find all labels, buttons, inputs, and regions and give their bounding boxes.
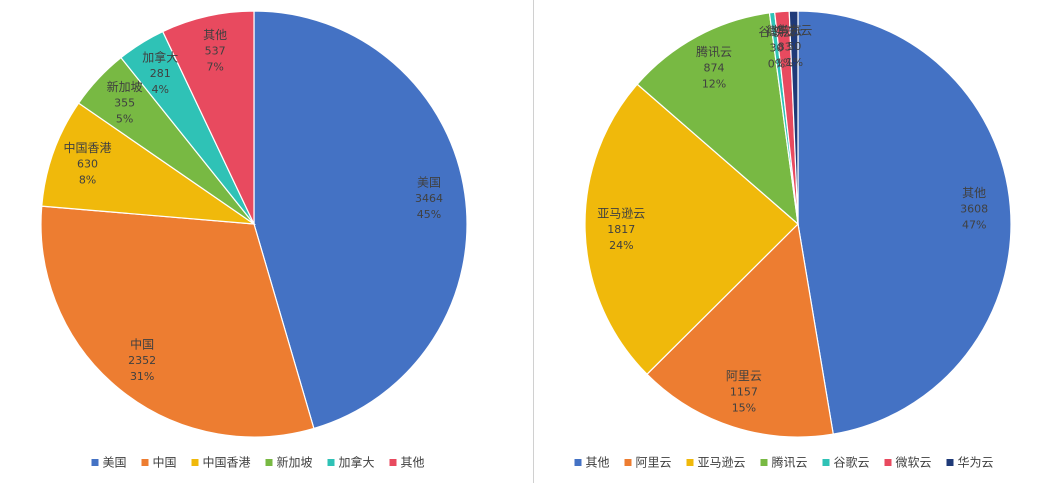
legend-label: 美国 xyxy=(103,456,127,470)
chart-panel: 其他 3608 47% 阿里云 1157 15% 亚马逊云 1817 24% 腾讯云 874 12% 谷… xyxy=(537,0,1046,483)
pie-slice xyxy=(41,102,257,225)
legend-swatch xyxy=(884,459,892,466)
data-label-value: 50 xyxy=(787,40,801,53)
pie-slice xyxy=(161,10,255,225)
pie-slice xyxy=(646,222,834,438)
legend-swatch xyxy=(760,459,768,466)
data-label-value: 3608 xyxy=(960,202,988,215)
legend-swatch xyxy=(624,459,632,466)
data-label-name: 中国香港 xyxy=(64,140,112,155)
legend-label: 华为云 xyxy=(958,456,994,470)
legend-swatch xyxy=(327,459,335,466)
legend-swatch xyxy=(141,459,149,466)
data-label-percent: 0% xyxy=(768,58,785,71)
legend-swatch xyxy=(822,459,830,466)
data-label-value: 30 xyxy=(769,42,783,55)
data-label-value: 83 xyxy=(778,41,792,54)
data-label-name: 美国 xyxy=(417,175,441,189)
data-label-percent: 1% xyxy=(786,56,803,69)
legend-label: 阿里云 xyxy=(636,456,672,470)
legend-swatch xyxy=(191,459,199,466)
data-label-name: 其他 xyxy=(203,28,227,42)
data-label-percent: 7% xyxy=(206,61,223,74)
divider xyxy=(533,0,534,483)
data-label-percent: 24% xyxy=(609,239,633,252)
data-label-name: 其他 xyxy=(962,186,986,200)
data-label-name: 阿里云 xyxy=(726,369,762,383)
data-label-value: 1157 xyxy=(730,385,758,398)
legend-swatch xyxy=(686,459,694,466)
legend-swatch xyxy=(265,459,273,466)
data-label-name: 华为云 xyxy=(776,24,812,38)
legend-label: 其他 xyxy=(401,456,425,470)
legend-label: 亚马逊云 xyxy=(698,456,746,470)
data-label-percent: 15% xyxy=(732,401,756,414)
legend-swatch xyxy=(91,459,99,466)
data-label-value: 630 xyxy=(77,157,98,170)
data-label-value: 3464 xyxy=(415,192,443,205)
data-label-value: 2352 xyxy=(128,354,156,367)
legend-label: 其他 xyxy=(586,456,610,470)
data-label-value: 874 xyxy=(704,61,725,74)
data-label-value: 1817 xyxy=(607,223,635,236)
legend-label: 中国 xyxy=(153,455,177,470)
legend-label: 谷歌云 xyxy=(834,455,870,470)
data-label-name: 中国 xyxy=(130,336,154,351)
data-label-percent: 4% xyxy=(152,83,169,96)
data-label-percent: 47% xyxy=(962,218,986,231)
data-label-name: 腾讯云 xyxy=(696,44,732,59)
legend-label: 新加坡 xyxy=(277,455,313,470)
data-label-value: 281 xyxy=(150,67,171,80)
data-label-percent: 1% xyxy=(776,57,793,70)
chart-panel: 美国 3464 45% 中国 2352 31% 中国香港 630 8% 新加坡 355 5% 加拿大 28… xyxy=(40,10,468,470)
data-label-percent: 45% xyxy=(417,208,441,221)
data-label-name: 微软云 xyxy=(767,24,803,38)
data-label-percent: 5% xyxy=(116,113,133,126)
legend-label: 微软云 xyxy=(896,456,932,470)
pie-slice xyxy=(40,205,315,438)
pie-slice xyxy=(797,10,1012,435)
pie-slice xyxy=(253,10,468,430)
legend-swatch xyxy=(946,459,954,466)
data-label-name: 亚马逊云 xyxy=(597,206,645,220)
data-label-name: 加拿大 xyxy=(142,50,178,65)
pie-slice xyxy=(636,12,799,226)
data-label-percent: 31% xyxy=(130,370,154,383)
data-label-name: 谷歌云 xyxy=(758,24,794,39)
data-label-percent: 8% xyxy=(79,173,96,186)
legend-swatch xyxy=(389,459,397,466)
pie-slice xyxy=(584,83,799,376)
data-label-value: 537 xyxy=(205,45,226,58)
legend-label: 加拿大 xyxy=(339,455,375,470)
data-label-percent: 12% xyxy=(702,77,726,90)
data-label-name: 新加坡 xyxy=(107,79,143,94)
legend-swatch xyxy=(574,459,582,466)
pie-slice xyxy=(788,10,799,225)
data-label-value: 355 xyxy=(114,97,135,110)
legend-label: 中国香港 xyxy=(203,455,251,470)
legend-label: 腾讯云 xyxy=(772,455,808,470)
